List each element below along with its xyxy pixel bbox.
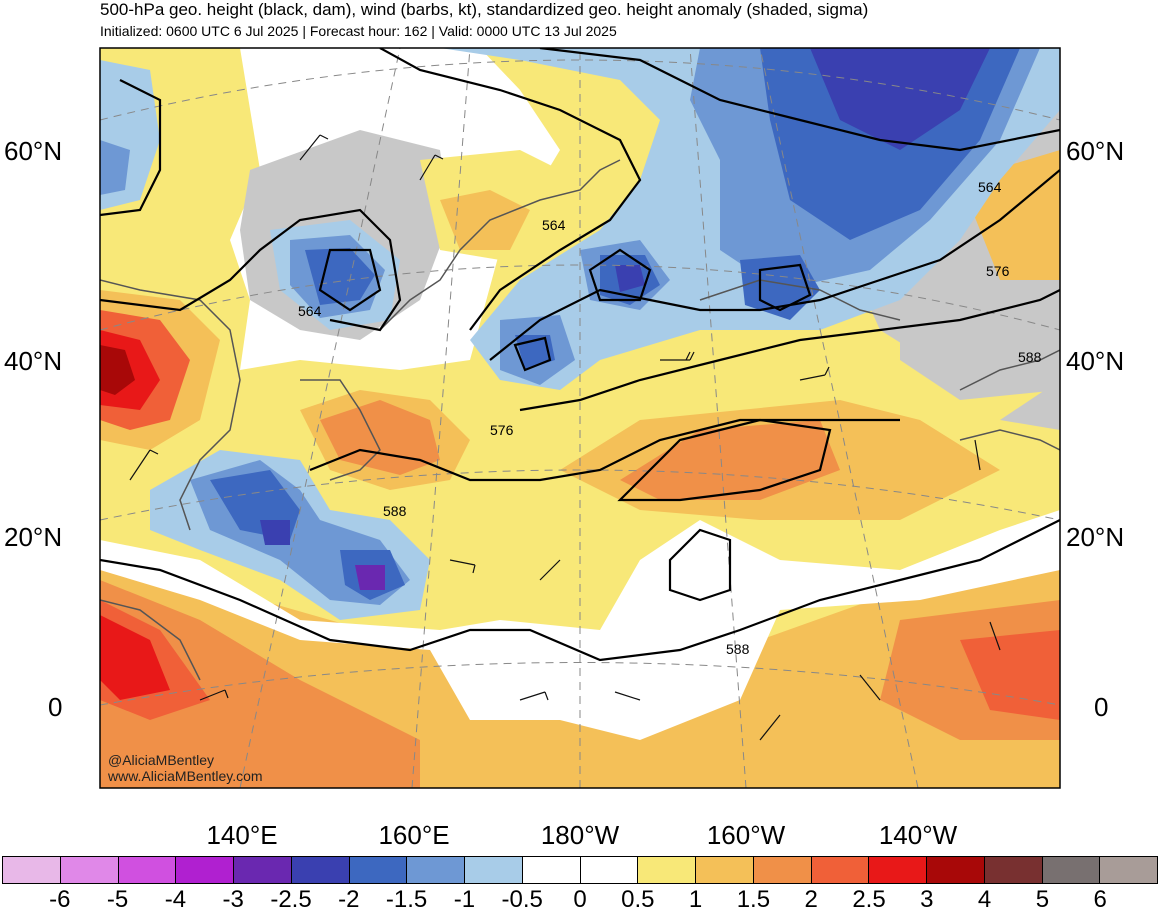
lon-label-140e: 140°E bbox=[206, 820, 278, 850]
colorbar-tick-label: 0.5 bbox=[621, 886, 655, 913]
colorbar-swatch bbox=[984, 857, 1043, 883]
lon-label-160w: 160°W bbox=[706, 820, 786, 850]
lat-label-60n-right: 60°N bbox=[1066, 136, 1125, 166]
lon-label-180w: 180°W bbox=[540, 820, 620, 850]
colorbar-swatch bbox=[869, 857, 927, 883]
colorbar-tick-label: 3 bbox=[920, 886, 934, 913]
lat-label-40n-left: 40°N bbox=[4, 346, 63, 376]
wind-barbs bbox=[129, 134, 1001, 741]
lon-label-160e: 160°E bbox=[378, 820, 450, 850]
colorbar-swatch bbox=[118, 857, 177, 883]
colorbar-tick-label: 2.5 bbox=[852, 886, 886, 913]
height-contours bbox=[100, 48, 1060, 662]
colorbar bbox=[2, 856, 1158, 884]
colorbar-tick-label: -4 bbox=[164, 886, 187, 913]
colorbar-tick-label: 2 bbox=[804, 886, 818, 913]
colorbar-swatch bbox=[522, 857, 581, 883]
colorbar-swatch bbox=[1100, 857, 1157, 883]
contour-label: 588 bbox=[1018, 349, 1042, 365]
contour-label: 564 bbox=[298, 303, 322, 319]
lat-label-40n-right: 40°N bbox=[1066, 346, 1125, 376]
map-title: 500-hPa geo. height (black, dam), wind (… bbox=[100, 0, 869, 19]
colorbar-swatch bbox=[407, 857, 465, 883]
contour-label: 588 bbox=[726, 641, 750, 657]
colorbar-swatch bbox=[1042, 857, 1101, 883]
colorbar-tick-label: 0 bbox=[573, 886, 587, 913]
colorbar-tick-label: 1 bbox=[688, 886, 703, 913]
colorbar-tick-label: -5 bbox=[106, 886, 129, 913]
lat-label-0-left: 0 bbox=[48, 692, 63, 722]
colorbar-swatch bbox=[3, 857, 61, 883]
colorbar-tick-label: 6 bbox=[1093, 886, 1107, 913]
colorbar-swatch bbox=[234, 857, 292, 883]
colorbar-swatch bbox=[291, 857, 350, 883]
colorbar-tick-label: -2 bbox=[338, 886, 360, 913]
colorbar-tick-label: 5 bbox=[1035, 886, 1050, 913]
colorbar-swatch bbox=[349, 857, 408, 883]
lat-label-20n-left: 20°N bbox=[4, 522, 63, 552]
colorbar-tick-label: -2.5 bbox=[270, 886, 312, 913]
colorbar-tick-label: -3 bbox=[222, 886, 244, 913]
colorbar-tick-label: -0.5 bbox=[501, 886, 543, 913]
lat-label-20n-right: 20°N bbox=[1066, 522, 1125, 552]
contour-label: 564 bbox=[978, 179, 1002, 195]
credit-handle: @AliciaMBentley bbox=[108, 752, 215, 768]
colorbar-swatch bbox=[811, 857, 870, 883]
graticule bbox=[100, 48, 1060, 788]
credit: @AliciaMBentley www.AliciaMBentley.com bbox=[108, 752, 263, 784]
contour-labels: 564 564 576 576 564 588 588 588 bbox=[298, 179, 1042, 657]
colorbar-tick-label: 4 bbox=[977, 886, 992, 913]
lat-label-0-right: 0 bbox=[1094, 692, 1109, 722]
colorbar-swatch bbox=[753, 857, 812, 883]
coastlines bbox=[100, 159, 1060, 681]
colorbar-swatch bbox=[638, 857, 696, 883]
contour-label: 576 bbox=[986, 263, 1010, 279]
map-frame bbox=[99, 47, 1061, 789]
colorbar-swatch bbox=[60, 857, 119, 883]
colorbar-tick-label: 1.5 bbox=[736, 886, 771, 913]
colorbar-tick-label: -1 bbox=[453, 886, 476, 913]
colorbar-swatch bbox=[927, 857, 985, 883]
credit-site: www.AliciaMBentley.com bbox=[108, 768, 263, 784]
lat-label-60n-left: 60°N bbox=[4, 136, 63, 166]
colorbar-swatch bbox=[176, 857, 234, 883]
colorbar-swatch bbox=[580, 857, 639, 883]
colorbar-swatch bbox=[696, 857, 754, 883]
lon-label-140w: 140°W bbox=[878, 820, 958, 850]
map-subtitle: Initialized: 0600 UTC 6 Jul 2025 | Forec… bbox=[100, 23, 617, 39]
contour-label: 564 bbox=[542, 217, 566, 233]
contour-label: 576 bbox=[490, 422, 514, 438]
colorbar-tick-label: -1.5 bbox=[385, 886, 428, 913]
colorbar-tick-label: -6 bbox=[49, 886, 71, 913]
contour-label: 588 bbox=[383, 503, 407, 519]
colorbar-swatch bbox=[465, 857, 523, 883]
